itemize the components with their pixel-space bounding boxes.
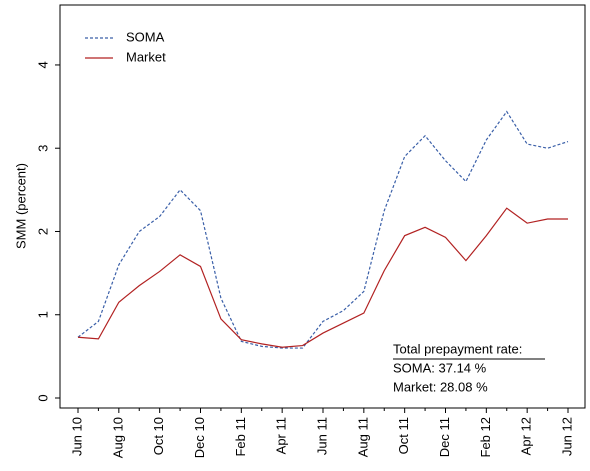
legend-label: SOMA <box>126 29 165 44</box>
x-tick-label: Jun 11 <box>314 417 329 455</box>
x-tick-label: Dec 10 <box>192 417 207 458</box>
legend-label: Market <box>126 49 166 64</box>
x-tick-label: Oct 11 <box>396 417 411 454</box>
y-tick-label: 3 <box>35 145 50 152</box>
y-axis-label: SMM (percent) <box>13 163 28 249</box>
x-tick-label: Apr 12 <box>519 417 534 455</box>
x-tick-label: Jun 10 <box>69 417 84 456</box>
x-tick-label: Dec 11 <box>437 417 452 457</box>
x-tick-label: Aug 10 <box>110 417 125 458</box>
x-tick-label: Jun 12 <box>559 417 574 456</box>
y-tick-label: 1 <box>35 311 50 318</box>
x-tick-label: Aug 11 <box>355 417 370 457</box>
y-tick-label: 2 <box>35 228 50 235</box>
y-tick-label: 0 <box>35 394 50 401</box>
annotation: Market: 28.08 % <box>393 379 488 394</box>
series-line <box>77 207 568 348</box>
annotation: Total prepayment rate: <box>393 341 522 356</box>
x-tick-label: Oct 10 <box>151 417 166 455</box>
x-tick-label: Apr 11 <box>274 417 289 454</box>
x-tick-label: Feb 12 <box>478 417 493 457</box>
series-line <box>77 110 569 349</box>
x-tick-label: Feb 11 <box>233 417 248 457</box>
y-tick-label: 4 <box>35 61 50 68</box>
annotation: SOMA: 37.14 % <box>393 360 487 375</box>
